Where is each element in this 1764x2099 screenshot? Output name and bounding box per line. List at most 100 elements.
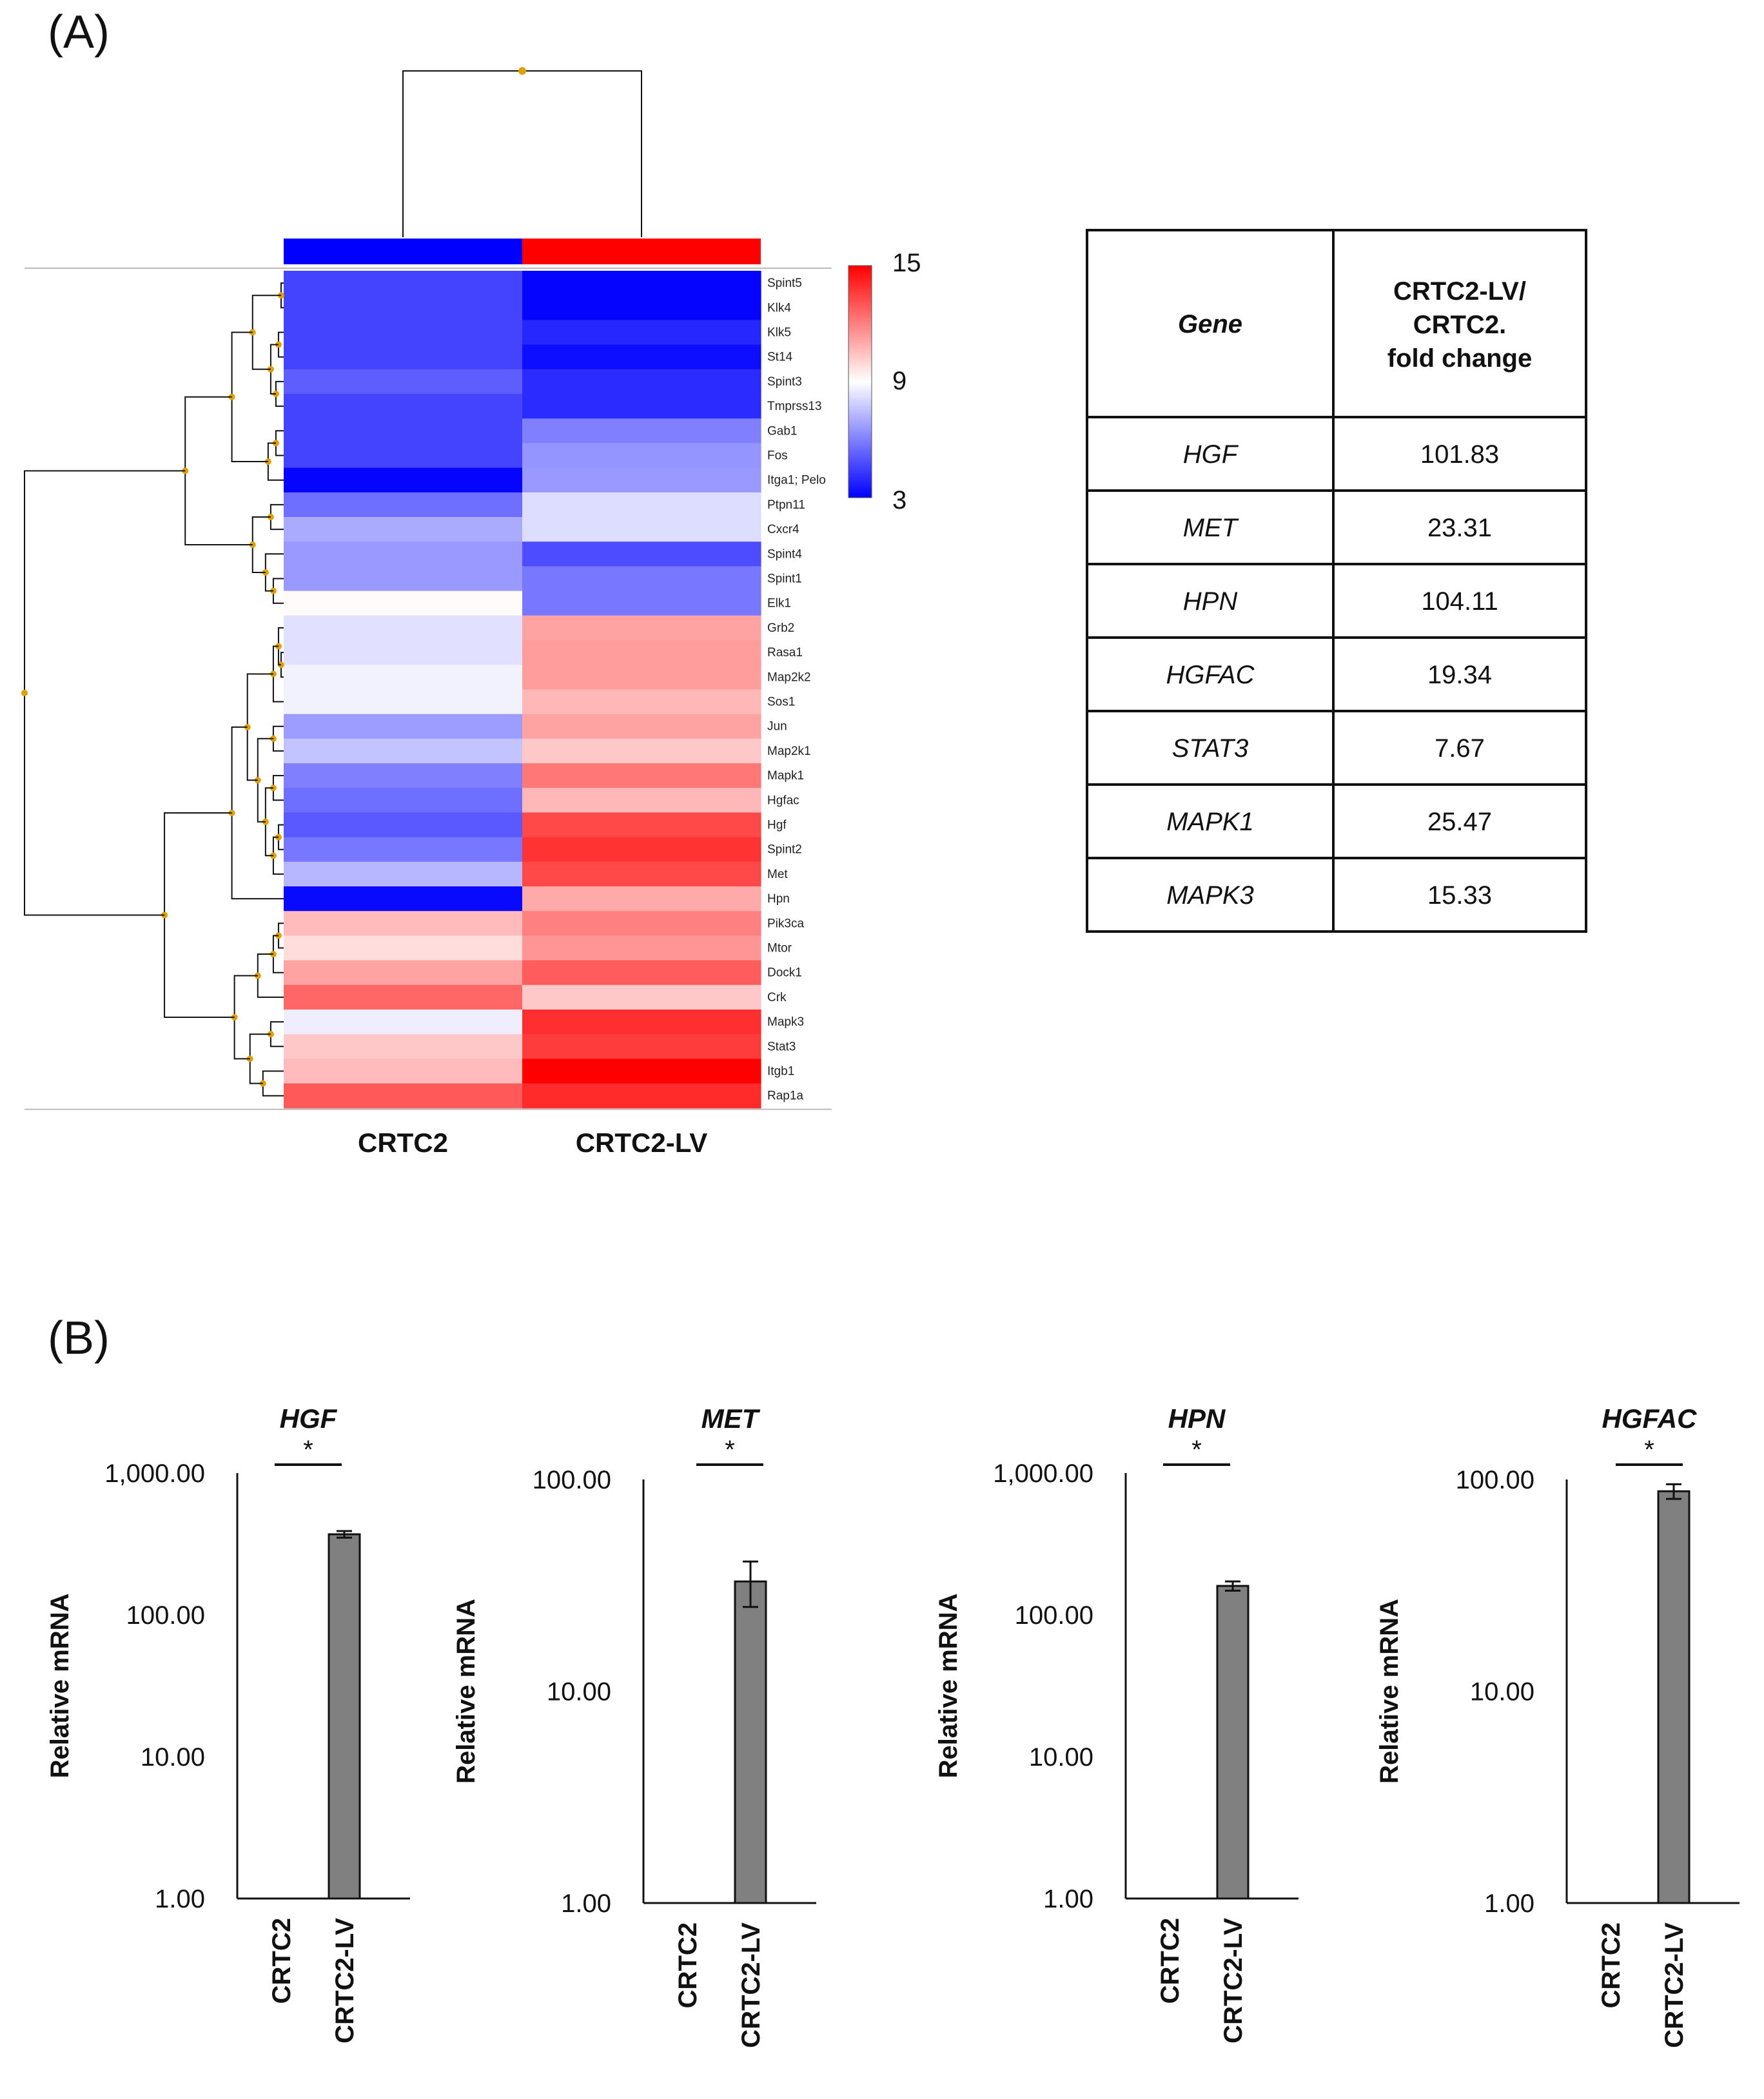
y-axis-label: Relative mRNA — [1375, 1599, 1404, 1784]
column-label: CRTC2 — [358, 1128, 448, 1158]
gene-label: Spint3 — [767, 375, 802, 389]
y-tick-label: 10.00 — [1470, 1678, 1534, 1706]
y-tick-label: 100.00 — [1015, 1601, 1093, 1630]
y-tick-label: 100.00 — [533, 1466, 611, 1494]
gene-label: Crk — [767, 991, 787, 1004]
heatmap-cell-fos-crtc2-lv — [522, 443, 761, 469]
gene-label: Fos — [767, 449, 788, 463]
heatmap-cell-jun-crtc2 — [284, 714, 523, 739]
row-dendrogram-node — [161, 912, 168, 919]
heatmap-cell-ptpn11-crtc2-lv — [522, 492, 761, 518]
gene-label: Sos1 — [767, 696, 795, 709]
heatmap-cell-spint4-crtc2 — [284, 542, 523, 567]
gene-label: Gab1 — [767, 424, 797, 438]
heatmap-cell-crk-crtc2-lv — [522, 984, 761, 1010]
colorbar-tick-label: 3 — [892, 486, 906, 514]
gene-label: Grb2 — [767, 621, 794, 635]
heatmap-cell-jun-crtc2-lv — [522, 714, 761, 739]
bar-charts: HGF * 1,000.00 100.00 10.00 1.00 Relative mRNA… — [46, 1403, 1740, 2048]
heatmap-cell-itga1-pelo-crtc2 — [284, 467, 523, 493]
gene-label: Map2k1 — [767, 745, 811, 758]
x-category-label: CRTC2 — [268, 1918, 296, 2004]
bar-chart-title: HPN — [1168, 1403, 1226, 1434]
bar-crtc2-lv — [1216, 1585, 1250, 1900]
gene-label: Klk4 — [767, 301, 791, 315]
heatmap-cell-mapk1-crtc2 — [284, 763, 523, 788]
x-category-label: CRTC2-LV — [331, 1918, 359, 2044]
gene-label: Spint4 — [767, 547, 802, 561]
table-header-gene: Gene — [1178, 310, 1242, 338]
table-cell-fold-change: 25.47 — [1427, 808, 1492, 836]
x-category-label: CRTC2-LV — [1219, 1918, 1248, 2044]
table-cell-fold-change: 101.83 — [1420, 440, 1499, 469]
table-cell-gene: HGF — [1183, 440, 1239, 469]
row-dendrogram-branch — [184, 396, 253, 545]
heatmap-cell-itgb1-crtc2-lv — [522, 1059, 761, 1084]
significance-star: * — [1191, 1436, 1202, 1464]
bar-crtc2-lv — [1657, 1490, 1690, 1904]
gene-label: Elk1 — [767, 597, 791, 610]
gene-label: Ptpn11 — [767, 498, 805, 512]
heatmap-cell-spint3-crtc2-lv — [522, 369, 761, 395]
y-axis-label: Relative mRNA — [452, 1599, 480, 1784]
bar-chart-title: HGFAC — [1602, 1403, 1698, 1434]
heatmap-cell-tmprss13-crtc2 — [284, 394, 523, 419]
gene-label: Spint5 — [767, 277, 802, 290]
heatmap-cell-stat3-crtc2 — [284, 1034, 523, 1059]
table-cell-gene: MAPK3 — [1166, 881, 1254, 910]
heatmap-cell-klk5-crtc2 — [284, 320, 523, 346]
significance-star: * — [1644, 1436, 1654, 1464]
heatmap-cell-spint2-crtc2-lv — [522, 837, 761, 863]
row-dendrogram-branch — [231, 331, 268, 463]
column-dendrogram-branch — [402, 70, 642, 237]
y-axis-label: Relative mRNA — [46, 1594, 74, 1779]
x-category-label: CRTC2-LV — [1660, 1922, 1689, 2048]
y-tick-label: 1.00 — [1043, 1885, 1093, 1913]
heatmap-cell-elk1-crtc2-lv — [522, 591, 761, 616]
heatmap-cell-pik3ca-crtc2-lv — [522, 911, 761, 936]
heatmap-cell-ptpn11-crtc2 — [284, 492, 523, 518]
heatmap-cell-mapk1-crtc2-lv — [522, 763, 761, 788]
gene-label: St14 — [767, 351, 793, 364]
heatmap-cell-itgb1-crtc2 — [284, 1059, 523, 1084]
table-cell-gene: MET — [1183, 514, 1239, 542]
heatmap-cell-tmprss13-crtc2-lv — [522, 394, 761, 419]
row-dendrogram-branch — [164, 812, 235, 1018]
heatmap-cell-dock1-crtc2-lv — [522, 960, 761, 986]
y-tick-label: 1,000.00 — [993, 1460, 1093, 1488]
heatmap-cell-spint1-crtc2 — [284, 566, 523, 592]
row-dendrogram-branch — [251, 295, 281, 370]
heatmap-cell-hpn-crtc2-lv — [522, 886, 761, 912]
gene-label: Hpn — [767, 892, 790, 906]
heatmap-cell-hgfac-crtc2 — [284, 788, 523, 813]
y-tick-label: 100.00 — [1456, 1466, 1534, 1494]
gene-label: Tmprss13 — [767, 400, 821, 413]
heatmap-cell-met-crtc2 — [284, 861, 523, 887]
x-category-label: CRTC2 — [1156, 1918, 1184, 2004]
heatmap-cell-klk4-crtc2-lv — [522, 295, 761, 320]
gene-label: Map2k2 — [767, 670, 811, 684]
table-cell-gene: MAPK1 — [1166, 808, 1254, 836]
column-group-bar-crtc2-lv — [522, 239, 761, 264]
heatmap-cell-sos1-crtc2 — [284, 689, 523, 715]
table-cell-fold-change: 104.11 — [1421, 587, 1498, 616]
heatmap-cell-cxcr4-crtc2 — [284, 517, 523, 542]
table-cell-gene: HGFAC — [1166, 661, 1255, 689]
heatmap-cell-hgfac-crtc2-lv — [522, 788, 761, 813]
heatmap-cell-mtor-crtc2-lv — [522, 935, 761, 961]
heatmap-cell-map2k1-crtc2-lv — [522, 738, 761, 764]
heatmap-cell-spint2-crtc2 — [284, 837, 523, 863]
table-cell-gene: STAT3 — [1172, 734, 1249, 763]
bar-chart-title: HGF — [280, 1403, 338, 1434]
heatmap-cell-grb2-crtc2-lv — [522, 615, 761, 641]
y-tick-label: 10.00 — [1029, 1743, 1093, 1772]
x-category-label: CRTC2-LV — [737, 1922, 765, 2048]
y-axis-label: Relative mRNA — [934, 1594, 963, 1779]
gene-label: Stat3 — [767, 1040, 796, 1053]
heatmap-cell-met-crtc2-lv — [522, 861, 761, 887]
gene-label: Klk5 — [767, 326, 791, 340]
gene-label: Cxcr4 — [767, 523, 799, 536]
gene-label: Hgfac — [767, 794, 799, 807]
row-dendrogram-branch — [257, 953, 284, 998]
